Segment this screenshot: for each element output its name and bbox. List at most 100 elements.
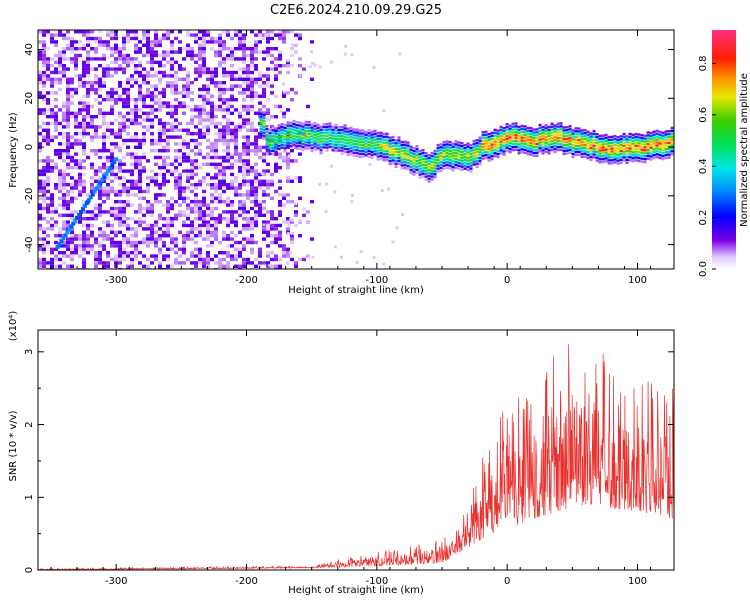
signal-cell [472,151,476,155]
heatmap-cell [162,64,166,68]
signal-cell [343,130,347,133]
heatmap-cell [182,87,186,92]
heatmap-cell [154,176,158,180]
heatmap-cell [74,30,78,34]
heatmap-cell [230,152,234,156]
signal-cell [643,143,647,146]
heatmap-cell [74,132,78,136]
signal-cell [367,135,371,138]
signal-cell [592,147,596,150]
signal-cell [556,134,560,137]
heatmap-cell [214,217,218,221]
heatmap-cell [94,251,98,255]
signal-cell [298,136,302,139]
heatmap-cell [202,36,206,41]
heatmap-cell [50,81,54,85]
signal-cell [436,149,440,153]
signal-cell [490,131,494,135]
heatmap-cell [42,247,46,251]
heatmap-cell [258,145,262,149]
heatmap-cell [174,261,178,265]
heatmap-cell [222,74,226,78]
heatmap-cell [126,203,130,207]
signal-cell [388,157,392,160]
heatmap-cell [174,237,178,241]
heatmap-cell [246,104,250,109]
heatmap-cell [58,213,62,217]
heatmap-cell [90,176,94,180]
signal-cell [628,132,632,136]
signal-cell [604,142,608,145]
signal-cell [412,158,416,162]
signal-cell [337,128,341,132]
heatmap-cell [226,138,230,143]
heatmap-cell [150,261,154,265]
heatmap-cell [154,60,158,64]
signal-cell [574,127,578,130]
heatmap-cell [42,159,46,163]
signal-cell [307,147,311,150]
heatmap-cell [214,152,218,156]
signal-cell [517,137,521,140]
signal-cell [373,132,377,135]
heatmap-cell [154,162,158,166]
heatmap-cell [274,115,278,119]
signal-cell [553,147,557,151]
heatmap-cell [74,237,78,241]
heatmap-cell [126,132,130,136]
heatmap-cell [46,210,50,214]
signal-cell [445,149,449,152]
signal-cell [610,141,614,144]
heatmap-cell [206,254,210,258]
signal-cell [358,129,362,132]
heatmap-cell [174,179,178,183]
signal-cell [574,135,578,139]
heatmap-cell [210,67,214,71]
signal-cell [544,130,548,133]
heatmap-cell [282,159,286,163]
heatmap-cell [222,128,226,132]
heatmap-cell [170,50,174,54]
heatmap-cell [130,172,134,177]
heatmap-cell [98,57,102,61]
heatmap-cell [298,176,302,180]
heatmap-cell [182,152,186,156]
heatmap-cell [182,186,186,190]
signal-cell [532,140,536,143]
heatmap-cell [278,104,282,109]
heatmap-cell [66,166,70,170]
heatmap-cell [82,159,86,163]
signal-cell [418,173,422,176]
heatmap-cell [138,240,142,245]
heatmap-cell [126,145,130,149]
signal-cell [571,129,575,132]
heatmap-cell [154,101,158,105]
heatmap-cell [66,125,70,129]
signal-cell [325,134,329,138]
heatmap-cell [298,152,302,156]
signal-cell [310,126,314,129]
signal-cell [388,139,392,142]
heatmap-cell [146,36,150,41]
heatmap-cell [46,138,50,143]
heatmap-cell [266,98,270,102]
signal-cell [547,128,551,132]
heatmap-cell [242,169,246,173]
signal-cell [319,125,323,129]
heatmap-cell [114,206,118,211]
signal-cell [529,135,533,139]
heatmap-cell [142,111,146,115]
signal-cell [448,140,452,144]
signal-cell [271,149,275,153]
heatmap-cell [134,111,138,115]
signal-cell [391,156,395,159]
heatmap-cell [194,203,198,207]
heatmap-cell [242,264,246,268]
heatmap-cell [70,186,74,190]
signal-cell [493,134,497,137]
signal-cell [508,124,512,127]
heatmap-cell [110,206,114,211]
signal-cell [622,138,626,142]
heatmap-cell [150,74,154,78]
heatmap-cell [202,223,206,228]
